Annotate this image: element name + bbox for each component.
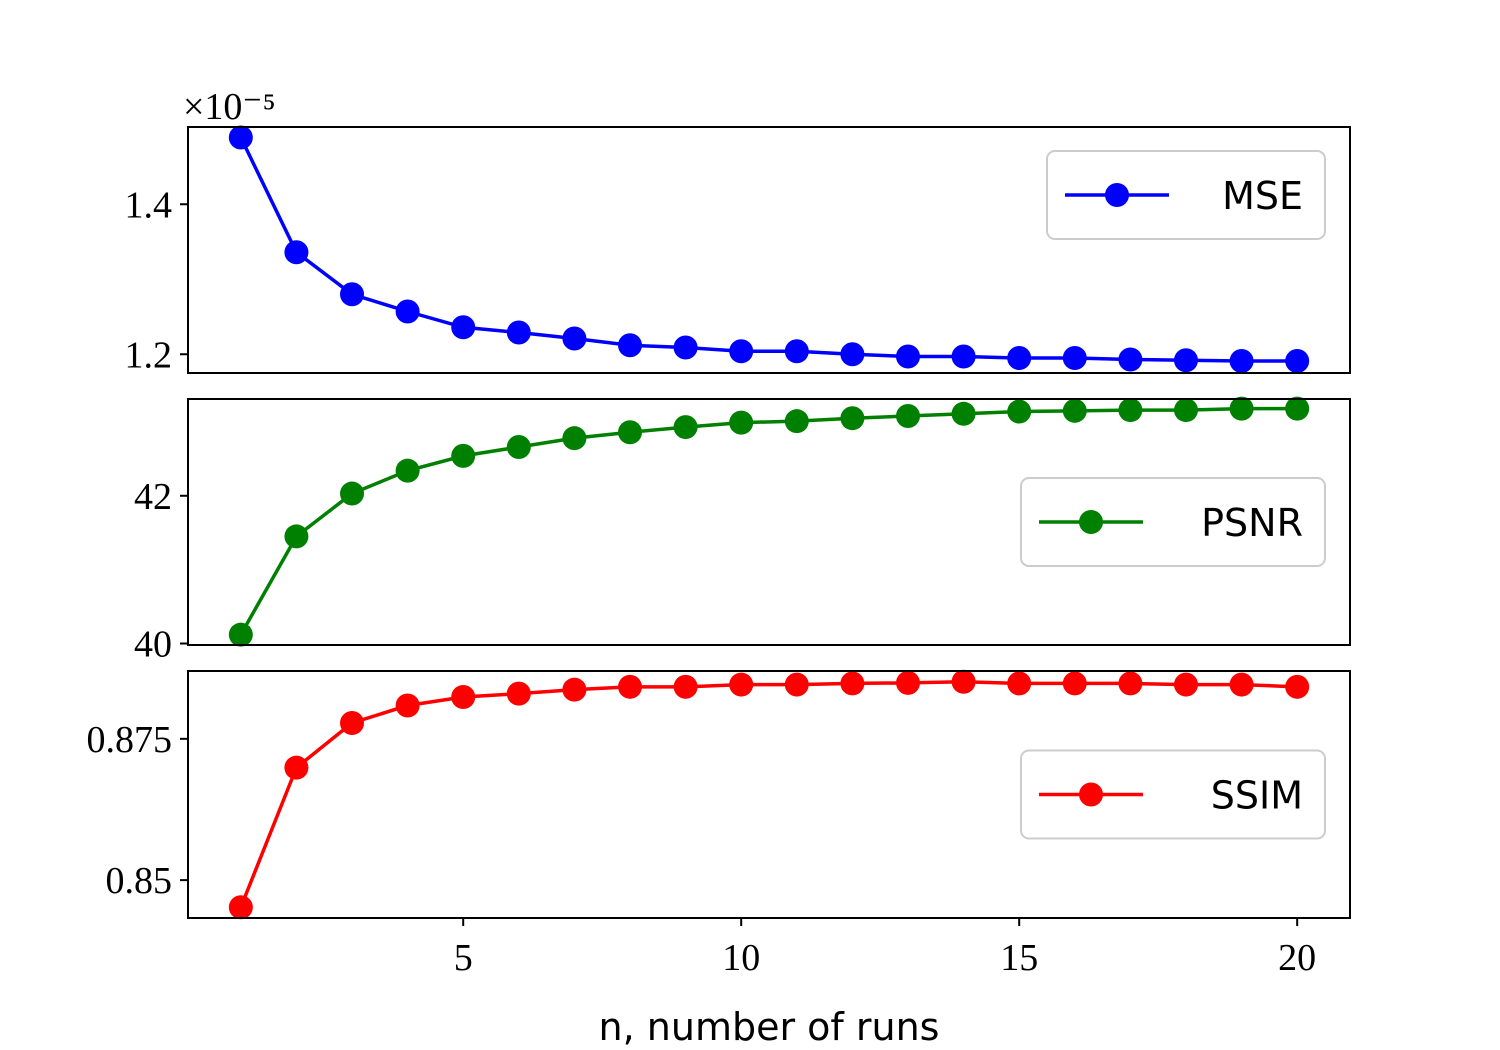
point (1007, 399, 1032, 424)
legend-box (1020, 477, 1326, 567)
point (228, 125, 253, 150)
x-tick-label: 20 (1278, 937, 1316, 979)
point (506, 681, 531, 706)
point (562, 677, 587, 702)
point (562, 326, 587, 351)
point (729, 339, 754, 364)
point (618, 674, 643, 699)
point (1062, 671, 1087, 696)
legend-marker (1079, 782, 1103, 807)
point (1007, 671, 1032, 696)
point (840, 671, 865, 696)
legend-label: MSE (1222, 174, 1303, 218)
legend-box (1046, 150, 1326, 240)
point (451, 685, 476, 709)
point (1118, 398, 1143, 423)
x-tick-label: 5 (454, 937, 473, 979)
point (784, 409, 809, 434)
y-tick-label: 0.85 (106, 860, 173, 902)
point (340, 711, 365, 735)
y-tick-label: 1.2 (125, 334, 173, 376)
point (395, 299, 420, 324)
point (228, 895, 253, 920)
y-tick-label: 42 (134, 476, 172, 518)
point (340, 282, 365, 307)
point (506, 320, 531, 345)
point (1229, 672, 1254, 697)
legend-box (1020, 749, 1326, 840)
point (895, 344, 920, 369)
axes-frame (187, 670, 1351, 919)
point (1173, 348, 1198, 373)
x-tick-label: 15 (1000, 937, 1038, 979)
legend-marker (1079, 510, 1103, 534)
point (673, 335, 698, 360)
point (784, 672, 809, 697)
point (673, 674, 698, 699)
point (1229, 349, 1254, 373)
point (284, 524, 309, 549)
point (1118, 347, 1143, 372)
point (340, 481, 365, 506)
point (451, 443, 476, 468)
axes-frame (187, 398, 1351, 646)
point (395, 458, 420, 483)
legend-marker (1105, 183, 1129, 207)
offset-text: ×10⁻⁵ (183, 86, 276, 128)
point (1229, 396, 1254, 421)
point (784, 339, 809, 364)
x-tick-label: 10 (722, 937, 760, 979)
point (1062, 346, 1087, 370)
point (729, 672, 754, 697)
point (618, 333, 643, 358)
point (451, 315, 476, 340)
point (840, 342, 865, 367)
y-tick-label: 1.4 (125, 184, 173, 226)
point (1007, 346, 1032, 370)
point (951, 669, 976, 694)
point (284, 240, 309, 265)
point (1173, 672, 1198, 697)
point (673, 415, 698, 440)
y-tick-label: 40 (134, 624, 172, 666)
point (951, 344, 976, 369)
point (506, 435, 531, 460)
point (895, 670, 920, 695)
point (1285, 396, 1310, 421)
point (951, 401, 976, 426)
point (284, 755, 309, 780)
point (228, 622, 253, 647)
point (1285, 349, 1310, 373)
x-axis-label: n, number of runs (599, 1005, 940, 1049)
point (895, 403, 920, 428)
point (1118, 671, 1143, 696)
point (618, 420, 643, 445)
axes-frame (187, 126, 1351, 374)
point (1285, 674, 1310, 699)
point (729, 410, 754, 435)
point (562, 426, 587, 451)
point (1062, 398, 1087, 423)
legend-label: PSNR (1201, 501, 1303, 545)
point (395, 693, 420, 718)
y-tick-label: 0.875 (87, 719, 173, 761)
point (840, 406, 865, 431)
point (1173, 398, 1198, 423)
legend-label: SSIM (1211, 774, 1303, 818)
